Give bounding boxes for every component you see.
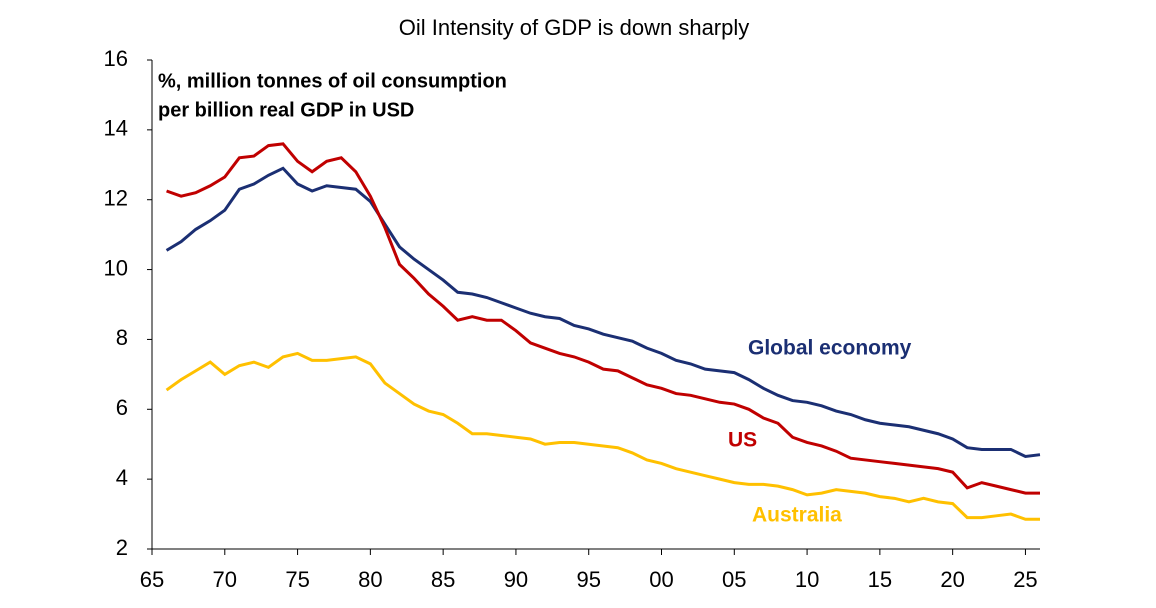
x-tick-label: 95 [576,567,600,592]
axis-label: per billion real GDP in USD [158,99,414,121]
y-tick-label: 12 [104,186,128,211]
y-tick-label: 2 [116,535,128,560]
series-line [165,166,1041,458]
legend-label: Australia [752,504,842,527]
chart-title: Oil Intensity of GDP is down sharply [399,15,750,40]
y-tick-label: 14 [104,116,128,141]
series-line [166,142,1040,495]
y-tick-label: 8 [116,325,128,350]
x-tick-label: 15 [868,567,892,592]
legend-label: US [728,429,757,452]
y-tick-label: 16 [104,46,128,71]
x-tick-label: 10 [795,567,819,592]
x-tick-label: 20 [940,567,964,592]
x-tick-label: 65 [140,567,164,592]
x-tick-label: 00 [649,567,673,592]
x-tick-label: 85 [431,567,455,592]
series-line [165,351,1040,521]
x-tick-label: 70 [213,567,237,592]
x-tick-label: 75 [285,567,309,592]
x-tick-label: 80 [358,567,382,592]
x-tick-label: 25 [1013,567,1037,592]
axis-label: %, million tonnes of oil consumption [158,70,507,92]
legend-label: Global economy [748,337,912,360]
y-tick-label: 10 [104,255,128,280]
y-tick-label: 4 [116,465,128,490]
x-tick-label: 90 [504,567,528,592]
y-tick-label: 6 [116,395,128,420]
x-tick-label: 05 [722,567,746,592]
